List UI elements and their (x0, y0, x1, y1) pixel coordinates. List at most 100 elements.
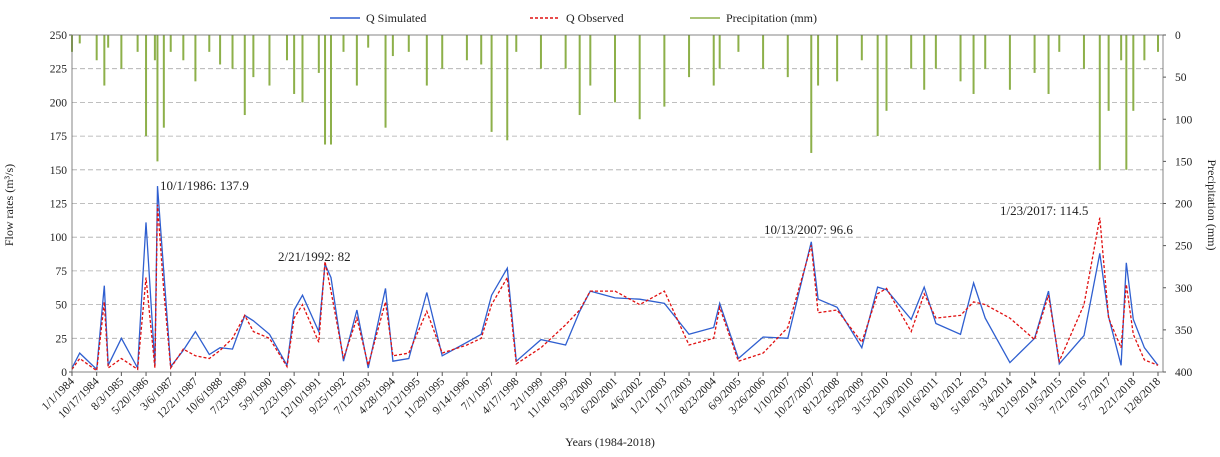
precip-bar (425, 35, 428, 86)
precip-bar (786, 35, 789, 78)
precip-bar (156, 35, 159, 162)
precip-bar (329, 35, 332, 145)
precip-bar (78, 35, 81, 44)
y-tick-label: 250 (50, 30, 68, 42)
y2-axis-title: Precipitation (mm) (1205, 160, 1219, 251)
precip-bar (367, 35, 370, 48)
precip-bar (885, 35, 888, 111)
precip-bar (194, 35, 197, 82)
precip-bar (252, 35, 255, 78)
annotation: 10/1/1986: 137.9 (160, 178, 249, 193)
legend-label: Precipitation (mm) (726, 11, 817, 25)
y-tick-label: 50 (56, 300, 68, 312)
precip-bar (465, 35, 468, 61)
precip-bar (762, 35, 765, 69)
precip-bar (910, 35, 913, 69)
y2-tick-label: 0 (1175, 30, 1181, 42)
precip-bar (688, 35, 691, 78)
precip-bar (1098, 35, 1101, 170)
plot-frame (71, 34, 1164, 373)
annotation: 10/13/2007: 96.6 (764, 222, 853, 237)
precip-bar (107, 35, 110, 48)
precip-bar (301, 35, 304, 103)
y2-tick-label: 150 (1175, 156, 1193, 168)
y2-tick-label: 100 (1175, 114, 1193, 126)
precip-bar (136, 35, 139, 52)
y2-tick-label: 400 (1175, 367, 1193, 379)
precip-bar (480, 35, 483, 65)
precip-bar (506, 35, 509, 141)
precip-bar (1033, 35, 1036, 73)
precip-bar (231, 35, 234, 69)
precip-bar (355, 35, 358, 86)
flow-line (71, 186, 1159, 371)
y-tick-label: 150 (50, 165, 68, 177)
precip-bar (95, 35, 98, 61)
precip-bar (1132, 35, 1135, 111)
precip-bar (384, 35, 387, 128)
precip-bar (564, 35, 567, 69)
y-tick-label: 225 (50, 64, 68, 76)
precip-bar (145, 35, 148, 137)
precip-bar (810, 35, 813, 153)
precip-bar (539, 35, 542, 69)
y-axis-title: Flow rates (m³/s) (2, 164, 16, 246)
y2-tick-label: 250 (1175, 241, 1193, 253)
precip-bar (324, 35, 327, 145)
precip-bar (391, 35, 394, 57)
precip-bar (1143, 35, 1146, 61)
precip-bar (441, 35, 444, 69)
precip-bar (407, 35, 410, 52)
precip-bar (120, 35, 123, 69)
precip-bar (836, 35, 839, 82)
precip-bar (614, 35, 616, 103)
precip-bar (285, 35, 288, 61)
precip-bar (268, 35, 271, 86)
annotation: 1/23/2017: 114.5 (1000, 203, 1088, 218)
y-tick-label: 175 (50, 131, 68, 143)
precip-bar (934, 35, 937, 69)
precip-bar (208, 35, 211, 52)
precip-bar (817, 35, 820, 86)
precip-bar (718, 35, 721, 69)
y-tick-label: 125 (50, 199, 68, 211)
precip-bar (182, 35, 185, 61)
precip-bar (219, 35, 222, 65)
precip-bar (663, 35, 666, 107)
flow-line (71, 204, 1159, 372)
y-tick-label: 200 (50, 97, 68, 109)
precip-bar (342, 35, 345, 52)
precip-bar (103, 35, 106, 86)
precip-bar (1047, 35, 1050, 94)
precip-bar (1107, 35, 1110, 111)
precip-bar (1120, 35, 1123, 61)
precip-bar (589, 35, 592, 86)
y2-tick-label: 50 (1175, 72, 1187, 84)
y-tick-label: 0 (61, 367, 67, 379)
precip-bar (712, 35, 715, 86)
precip-bar (638, 35, 641, 120)
y-tick-label: 25 (56, 333, 68, 345)
annotation: 2/21/1992: 82 (278, 249, 351, 264)
precip-bar (923, 35, 926, 90)
precip-bar (1008, 35, 1011, 90)
precip-bar (153, 35, 156, 61)
y-tick-label: 75 (56, 266, 68, 278)
precip-bar (876, 35, 879, 137)
precip-bar (737, 35, 740, 52)
precip-bar (162, 35, 165, 128)
precip-bar (1058, 35, 1061, 52)
precip-bar (578, 35, 581, 116)
precip-bar (293, 35, 296, 94)
precip-bar (490, 35, 493, 132)
precip-bar (243, 35, 246, 116)
y2-tick-label: 300 (1175, 283, 1193, 295)
y2-tick-label: 350 (1175, 325, 1193, 337)
precip-bar (515, 35, 518, 52)
y-tick-label: 100 (50, 232, 68, 244)
precip-bar (1157, 35, 1159, 52)
precip-bar (1125, 35, 1128, 170)
legend-label: Q Simulated (366, 11, 426, 25)
precip-bar (317, 35, 320, 73)
